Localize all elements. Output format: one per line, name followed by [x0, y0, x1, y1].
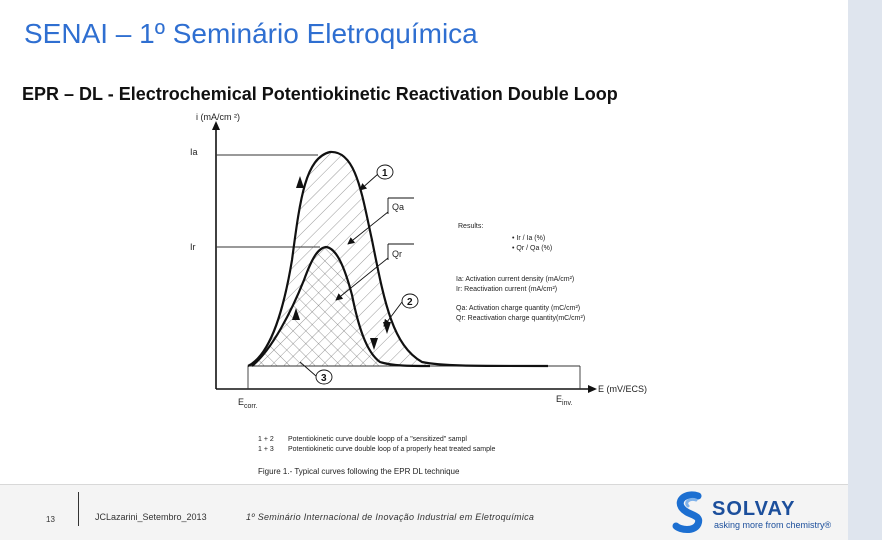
legend-text: Potentiokinetic curve double loop of a p…: [288, 446, 496, 453]
einv-label: Einv.: [556, 394, 572, 407]
footer-bar: [0, 484, 848, 540]
definition-current: Ir: Reactivation current (mA/cm²): [456, 286, 557, 293]
marker-2-pointer: [383, 301, 403, 327]
x-axis-arrow: [588, 385, 597, 393]
curve-2-down-arrow: [370, 338, 378, 350]
marker-1-label: 1: [382, 168, 388, 179]
result-item: • Ir / Ia (%): [512, 235, 545, 242]
qr-pointer: [335, 257, 389, 301]
brand-name: SOLVAY: [712, 498, 796, 520]
marker-1-pointer: [359, 173, 379, 191]
footer-event: 1º Seminário Internacional de Inovação I…: [246, 512, 535, 522]
definition-charge: Qr: Reactivation charge quantity(mC/cm²): [456, 315, 585, 322]
marker-3-pointer: [299, 361, 317, 377]
epr-dl-figure: i (mA/cm ²) E (mV/ECS) Ia Ir 1 2 3 Qa Qr…: [190, 112, 647, 476]
reactivation-loop-area: [252, 247, 430, 366]
definition-current: Ia: Activation current density (mA/cm²): [456, 276, 574, 283]
ir-label: Ir: [190, 242, 196, 252]
results-heading: Results:: [458, 223, 483, 230]
legend-text: Potentiokinetic curve double loopp of a …: [288, 436, 467, 443]
curve-2-up-arrow: [292, 308, 300, 320]
ecorr-label: Ecorr.: [238, 397, 258, 410]
x-axis-label: E (mV/ECS): [598, 384, 647, 394]
slide-subtitle: EPR – DL - Electrochemical Potentiokinet…: [22, 84, 618, 104]
qa-pointer: [347, 211, 389, 245]
brand-tagline: asking more from chemistry®: [714, 520, 832, 530]
legend-key: 1 + 3: [258, 446, 274, 453]
footer-author: JCLazarini_Setembro_2013: [95, 512, 207, 522]
y-axis-label: i (mA/cm ²): [196, 112, 240, 122]
page-number: 13: [46, 515, 55, 524]
marker-3-label: 3: [321, 373, 327, 384]
marker-3-circle: [315, 369, 333, 385]
footer-separator: [78, 492, 79, 526]
ia-label: Ia: [190, 147, 198, 157]
marker-2-label: 2: [407, 297, 413, 308]
y-axis-arrow: [212, 121, 220, 130]
slide-title: SENAI – 1º Seminário Eletroquímica: [24, 18, 478, 49]
definition-charge: Qa: Activation charge quantity (mC/cm²): [456, 305, 580, 312]
legend-key: 1 + 2: [258, 436, 274, 443]
side-decoration-bar: [848, 0, 882, 540]
qa-label: Qa: [392, 202, 404, 212]
curve-1: [247, 150, 549, 368]
curve-2: [251, 245, 431, 368]
curve-1-up-arrow: [296, 176, 304, 188]
result-item: • Qr / Qa (%): [512, 245, 552, 252]
footer-divider: [0, 484, 848, 485]
figure-caption: Figure 1.- Typical curves following the …: [258, 467, 460, 476]
marker-1-circle: [376, 164, 394, 180]
qr-label: Qr: [392, 249, 402, 259]
solvay-logo-icon: [672, 491, 703, 533]
marker-2-circle: [401, 293, 419, 309]
